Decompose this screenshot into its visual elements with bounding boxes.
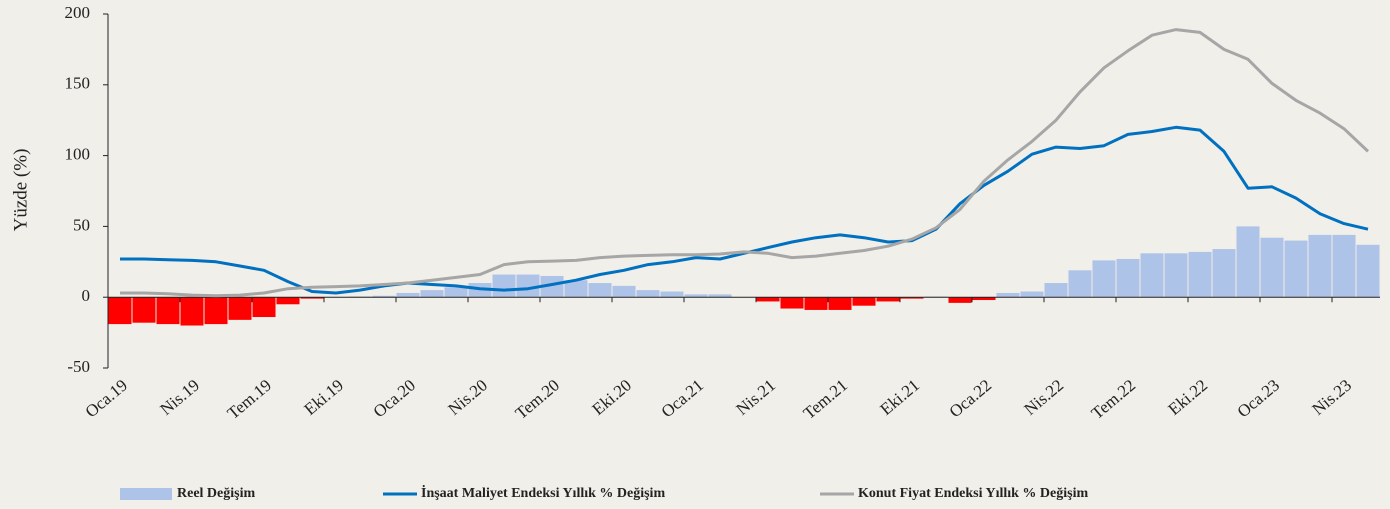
bar — [612, 285, 636, 298]
y-tick-label: 0 — [82, 286, 91, 305]
bar — [660, 291, 684, 298]
bar — [588, 283, 612, 298]
bar — [1308, 234, 1332, 298]
x-tick-label: Eki.21 — [877, 376, 924, 419]
y-tick-label: 50 — [73, 215, 90, 234]
bar — [180, 297, 204, 326]
bar — [948, 297, 972, 303]
x-tick-label: Nis.20 — [444, 376, 491, 419]
x-tick-label: Oca.22 — [946, 376, 995, 422]
x-tick-label: Eki.22 — [1165, 376, 1212, 419]
bar — [156, 297, 180, 325]
x-tick-label: Tem.19 — [224, 376, 275, 423]
bar — [1044, 283, 1068, 298]
bar — [1164, 253, 1188, 298]
bar — [516, 274, 540, 298]
bar — [1212, 249, 1236, 298]
bar — [252, 297, 276, 318]
bar — [900, 297, 924, 299]
x-tick-label: Tem.21 — [800, 376, 851, 423]
bar — [1260, 237, 1284, 298]
bar — [1356, 244, 1380, 298]
line — [120, 28, 1370, 298]
bar — [996, 292, 1020, 298]
bar — [780, 297, 804, 309]
legend-label: İnşaat Maliyet Endeksi Yıllık % Değişim — [421, 484, 665, 501]
bar — [876, 297, 900, 302]
bar — [804, 297, 828, 310]
y-tick-label: 200 — [65, 3, 91, 22]
x-tick-label: Tem.20 — [512, 376, 563, 423]
bar — [708, 294, 732, 298]
x-tick-label: Nis.23 — [1308, 376, 1355, 419]
x-tick-label: Eki.20 — [589, 376, 636, 419]
bar — [636, 290, 660, 298]
x-tick-label: Oca.19 — [82, 376, 131, 422]
x-tick-label: Oca.20 — [370, 376, 419, 422]
bar — [1068, 270, 1092, 298]
bar — [444, 287, 468, 298]
x-tick-label: Oca.21 — [658, 376, 707, 422]
legend-swatch — [120, 488, 172, 500]
bar — [300, 297, 324, 299]
bar — [1188, 251, 1212, 298]
x-tick-label: Nis.21 — [732, 376, 779, 419]
bar — [276, 297, 300, 305]
bar — [132, 297, 156, 323]
bar — [492, 274, 516, 298]
y-axis-label: Yüzde (%) — [10, 149, 31, 232]
bar — [204, 297, 228, 325]
bar — [228, 297, 252, 320]
x-tick-label: Nis.19 — [156, 376, 203, 419]
x-tick-label: Oca.23 — [1234, 376, 1283, 422]
bar — [396, 292, 420, 298]
bar — [852, 297, 876, 306]
legend-label: Reel Değişim — [177, 486, 255, 501]
bar — [684, 294, 708, 298]
bar — [1332, 234, 1356, 298]
y-tick-label: 100 — [65, 145, 91, 164]
legend-label: Konut Fiyat Endeksi Yıllık % Değişim — [858, 486, 1088, 501]
bar — [1284, 240, 1308, 298]
bar — [372, 295, 396, 298]
y-tick-label: -50 — [67, 357, 90, 376]
bar — [1236, 226, 1260, 298]
bar — [564, 280, 588, 298]
bar — [972, 297, 996, 301]
bar — [420, 290, 444, 298]
bar — [1140, 253, 1164, 298]
bar — [828, 297, 852, 310]
x-tick-label: Tem.22 — [1088, 376, 1139, 423]
bar — [540, 275, 564, 298]
bar — [1116, 258, 1140, 298]
x-tick-label: Nis.22 — [1020, 376, 1067, 419]
bar — [756, 297, 780, 302]
x-tick-label: Eki.19 — [301, 376, 348, 419]
bar — [1020, 291, 1044, 298]
bar — [108, 297, 132, 325]
y-tick-label: 150 — [65, 74, 91, 93]
bar — [1092, 260, 1116, 298]
